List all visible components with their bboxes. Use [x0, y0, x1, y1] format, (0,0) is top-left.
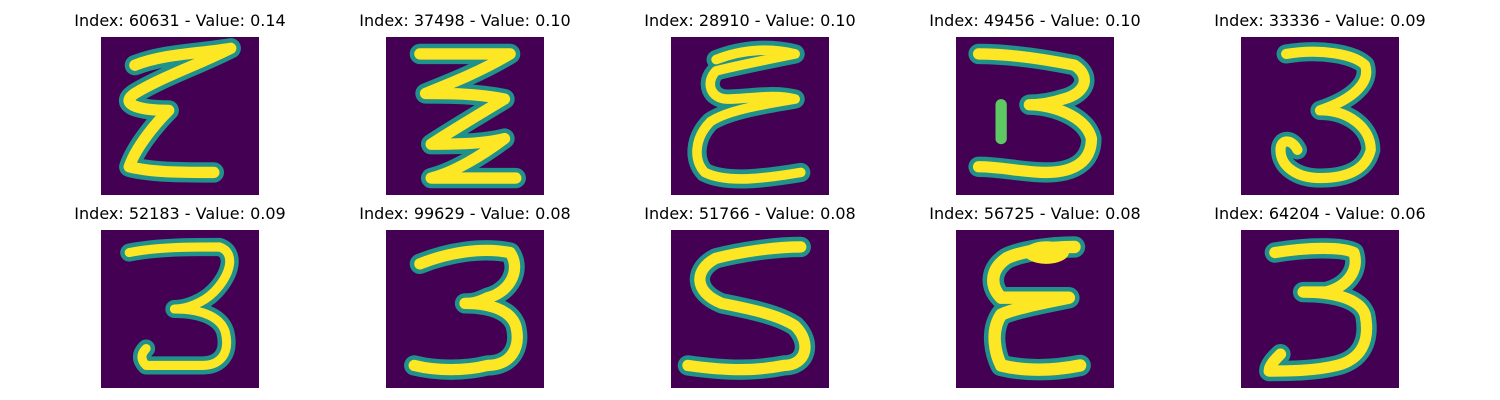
panel-title: Index: 64204 - Value: 0.06 — [1214, 204, 1426, 223]
panel-7: Index: 99629 - Value: 0.08 — [359, 206, 571, 396]
digit-image — [101, 230, 259, 388]
panel-title: Index: 37498 - Value: 0.10 — [359, 11, 571, 30]
panel-title: Index: 56725 - Value: 0.08 — [929, 204, 1141, 223]
panel-10: Index: 64204 - Value: 0.06 — [1214, 206, 1426, 396]
panel-1: Index: 60631 - Value: 0.14 — [74, 13, 286, 203]
panel-title: Index: 60631 - Value: 0.14 — [74, 11, 286, 30]
panel-title: Index: 49456 - Value: 0.10 — [929, 11, 1141, 30]
digit-image — [101, 37, 259, 195]
panel-3: Index: 28910 - Value: 0.10 — [644, 13, 856, 203]
digit-image — [956, 37, 1114, 195]
panel-title: Index: 28910 - Value: 0.10 — [644, 11, 856, 30]
panel-title: Index: 52183 - Value: 0.09 — [74, 204, 286, 223]
panel-title: Index: 33336 - Value: 0.09 — [1214, 11, 1426, 30]
digit-image — [386, 230, 544, 388]
panel-title: Index: 99629 - Value: 0.08 — [359, 204, 571, 223]
digit-image — [671, 37, 829, 195]
panel-6: Index: 52183 - Value: 0.09 — [74, 206, 286, 396]
digit-image — [1241, 230, 1399, 388]
panel-9: Index: 56725 - Value: 0.08 — [929, 206, 1141, 396]
digit-image — [386, 37, 544, 195]
panel-4: Index: 49456 - Value: 0.10 — [929, 13, 1141, 203]
panel-8: Index: 51766 - Value: 0.08 — [644, 206, 856, 396]
panel-2: Index: 37498 - Value: 0.10 — [359, 13, 571, 203]
digit-image — [671, 230, 829, 388]
panel-5: Index: 33336 - Value: 0.09 — [1214, 13, 1426, 203]
digit-image — [1241, 37, 1399, 195]
digit-image — [956, 230, 1114, 388]
panel-title: Index: 51766 - Value: 0.08 — [644, 204, 856, 223]
